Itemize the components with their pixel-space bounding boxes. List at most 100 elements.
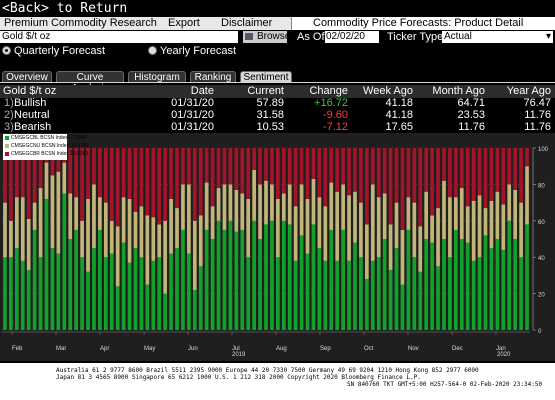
bar-segment-bullish bbox=[103, 257, 108, 330]
bar-segment-bearish bbox=[513, 148, 518, 190]
quarterly-radio[interactable] bbox=[2, 46, 11, 55]
row-change: +16.72 bbox=[314, 97, 348, 109]
row-year-ago: 76.47 bbox=[523, 97, 551, 109]
bar-segment-neutral bbox=[44, 162, 49, 199]
bar-segment-neutral bbox=[501, 204, 506, 250]
bar-segment-bullish bbox=[353, 242, 357, 330]
bar-segment-bullish bbox=[507, 220, 512, 330]
bar-segment-neutral bbox=[109, 220, 114, 254]
tab-histogram[interactable]: Histogram bbox=[128, 71, 186, 83]
bar-segment-bearish bbox=[234, 148, 239, 190]
tab-overview[interactable]: Overview bbox=[2, 71, 52, 83]
bar-segment-bullish bbox=[525, 224, 529, 330]
bar-segment-neutral bbox=[192, 220, 197, 290]
bar-segment-bullish bbox=[222, 229, 227, 330]
table-row[interactable]: 3) Bearish 01/31/20 10.53 -7.12 17.65 11… bbox=[0, 121, 555, 133]
y-tick-label: 20 bbox=[538, 293, 545, 299]
bar-segment-neutral bbox=[139, 206, 144, 258]
bar-segment-bullish bbox=[169, 253, 173, 330]
bar-segment-neutral bbox=[210, 206, 215, 239]
ticker-type-label: Ticker Type bbox=[387, 31, 444, 43]
tab-ranking[interactable]: Ranking bbox=[190, 71, 236, 83]
bar-segment-bullish bbox=[210, 239, 215, 330]
bar-segment-bearish bbox=[187, 148, 191, 185]
footer-session-info: SN 840760 TKT GMT+5:00 H257-564-0 02-Feb… bbox=[347, 381, 543, 388]
row-week-ago: 41.18 bbox=[385, 109, 413, 121]
bar-segment-bullish bbox=[139, 257, 144, 330]
sentiment-chart: 0 20 40 60 80 100 Feb Mar Apr May Jun Jul Aug Sep Oct N… bbox=[0, 133, 555, 361]
bar-segment-bullish bbox=[187, 253, 191, 330]
footer-contacts: Australia 61 2 9777 8600 Brazil 5511 239… bbox=[56, 367, 479, 374]
yearly-radio[interactable] bbox=[148, 46, 157, 55]
bar-segment-bearish bbox=[459, 148, 464, 189]
col-header-date: Date bbox=[190, 85, 214, 97]
x-tick-label: Jan bbox=[496, 346, 506, 352]
menu-item-disclaimer[interactable]: Disclaimer bbox=[217, 17, 292, 30]
bar-segment-bullish bbox=[270, 220, 274, 330]
bar-segment-bearish bbox=[228, 148, 233, 185]
bar-segment-bullish bbox=[276, 257, 280, 330]
footer-contacts-2: Japan 81 3 4565 8900 Singapore 65 6212 1… bbox=[56, 374, 421, 381]
legend-item-neutral: CMSEGCNU BCSN Index 31.5789 bbox=[5, 142, 89, 150]
bar-segment-bullish bbox=[293, 260, 298, 330]
bar-segment-neutral bbox=[341, 184, 345, 230]
bar-segment-bullish bbox=[68, 239, 73, 330]
tab-curve-analysis[interactable]: Curve Analysis bbox=[56, 71, 124, 94]
bar-segment-bullish bbox=[32, 229, 37, 330]
bar-segment-neutral bbox=[151, 217, 156, 261]
bar-segment-neutral bbox=[74, 197, 78, 230]
bar-segment-bullish bbox=[370, 260, 375, 330]
bar-segment-bearish bbox=[335, 148, 340, 192]
menu-bar: Premium Commodity Research Export Discla… bbox=[0, 17, 555, 30]
bar-segment-bullish bbox=[418, 271, 423, 330]
bar-segment-bearish bbox=[376, 148, 381, 198]
bar-segment-neutral bbox=[62, 162, 67, 194]
bar-segment-neutral bbox=[448, 197, 452, 258]
bar-segment-bearish bbox=[169, 148, 173, 199]
menu-item-premium-research[interactable]: Premium Commodity Research bbox=[0, 17, 165, 30]
bar-segment-neutral bbox=[222, 184, 227, 230]
bar-segment-bullish bbox=[287, 224, 292, 330]
bar-segment-neutral bbox=[169, 198, 173, 254]
bar-segment-bullish bbox=[228, 220, 233, 330]
bar-segment-bearish bbox=[370, 148, 375, 185]
ticker-input[interactable]: Gold $/t oz bbox=[0, 31, 238, 43]
bar-segment-bullish bbox=[323, 260, 328, 330]
bar-segment-bullish bbox=[44, 198, 49, 330]
x-year-label: 2019 bbox=[232, 352, 246, 358]
bar-segment-neutral bbox=[525, 166, 529, 225]
bar-segment-bullish bbox=[92, 248, 96, 330]
bar-segment-bearish bbox=[323, 148, 328, 207]
bar-segment-bearish bbox=[86, 148, 90, 199]
bar-segment-neutral bbox=[68, 193, 73, 239]
bar-segment-neutral bbox=[216, 188, 221, 221]
chart-legend: CMSEGCBL BCSN Index 57.8947 CMSEGCNU BCS… bbox=[3, 134, 89, 160]
table-row[interactable]: 1) Bullish 01/31/20 57.89 +16.72 41.18 6… bbox=[0, 97, 555, 109]
row-change: -7.12 bbox=[322, 121, 348, 133]
bar-segment-neutral bbox=[20, 197, 25, 261]
bar-segment-neutral bbox=[477, 195, 482, 258]
bar-segment-bearish bbox=[287, 148, 292, 185]
browse-button[interactable]: Browse bbox=[243, 31, 290, 43]
bar-segment-bullish bbox=[86, 271, 90, 330]
bar-segment-bearish bbox=[293, 148, 298, 207]
bar-segment-bullish bbox=[365, 279, 369, 330]
bar-segment-bearish bbox=[175, 148, 179, 209]
legend-item-bearish: CMSEGCBR BCSN Index 10.5263 bbox=[5, 150, 88, 158]
bar-segment-neutral bbox=[163, 220, 167, 294]
back-link[interactable]: <Back> to Return bbox=[2, 1, 128, 16]
tab-sentiment[interactable]: Sentiment bbox=[240, 71, 292, 83]
row-date: 01/31/20 bbox=[171, 109, 214, 121]
row-current: 10.53 bbox=[256, 121, 284, 133]
bar-segment-bearish bbox=[471, 148, 476, 201]
bar-segment-bullish bbox=[519, 257, 523, 330]
bar-segment-bullish bbox=[204, 229, 209, 330]
ticker-type-select[interactable]: Actual ▾ bbox=[442, 31, 553, 43]
bar-segment-neutral bbox=[270, 184, 274, 221]
table-row[interactable]: 2) Neutral 01/31/20 31.58 -9.60 41.18 23… bbox=[0, 109, 555, 121]
menu-item-export[interactable]: Export bbox=[164, 17, 219, 30]
bar-segment-bearish bbox=[127, 148, 132, 199]
as-of-date-input[interactable]: 02/02/20 bbox=[325, 31, 379, 43]
bar-segment-bullish bbox=[430, 242, 434, 330]
bar-segment-bullish bbox=[459, 239, 464, 330]
